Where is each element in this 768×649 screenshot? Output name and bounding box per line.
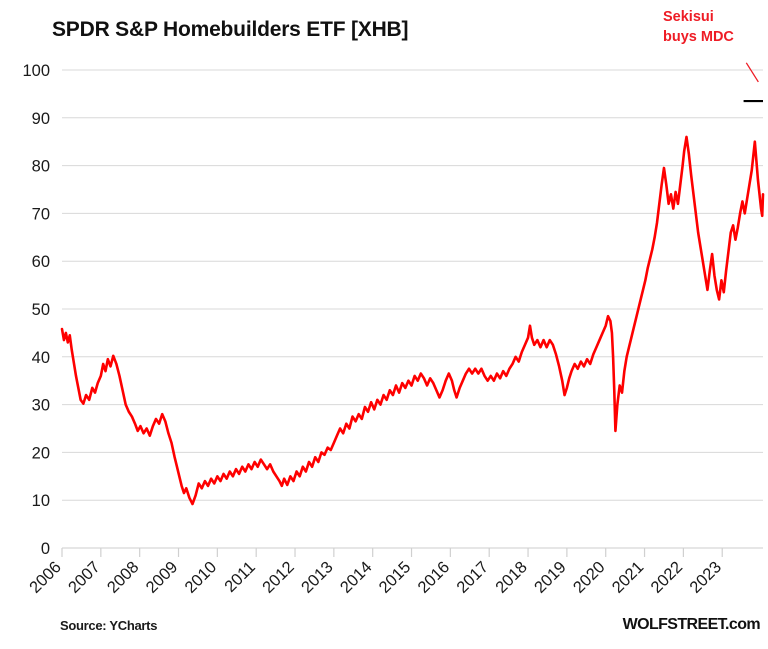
y-axis-tick-label: 90 xyxy=(32,110,50,128)
y-axis-tick-label: 50 xyxy=(32,301,50,319)
brand-label: WOLFSTREET.com xyxy=(622,616,761,633)
x-axis-tick-label: 2008 xyxy=(104,558,143,597)
x-axis-tick-label: 2012 xyxy=(259,558,298,597)
x-axis-tick-label: 2011 xyxy=(221,558,259,596)
annotation-line-1: Sekisui xyxy=(663,9,714,25)
y-axis-tick-label: 80 xyxy=(32,158,50,176)
y-axis-tick-label: 10 xyxy=(32,492,50,510)
x-axis-tick-label: 2006 xyxy=(26,558,65,597)
y-axis-tick-label: 70 xyxy=(32,205,50,223)
annotation-sekisui-buys-mdc: Sekisui buys MDC xyxy=(663,8,768,47)
x-axis-tick-label: 2014 xyxy=(337,558,376,597)
x-axis-tick-label: 2018 xyxy=(492,558,531,597)
source-label: Source: YCharts xyxy=(60,618,158,633)
page-title: SPDR S&P Homebuilders ETF [XHB] xyxy=(52,18,409,41)
x-axis-tick-label: 2015 xyxy=(376,558,415,597)
y-axis-tick-label: 100 xyxy=(22,62,50,80)
x-axis-tick-label: 2010 xyxy=(181,558,220,597)
annotation-line-2: buys MDC xyxy=(663,28,734,45)
x-axis-tick-label: 2016 xyxy=(415,558,454,597)
x-axis-tick-label: 2019 xyxy=(531,558,570,597)
annotation-pointer-line xyxy=(745,62,759,83)
y-axis-tick-label: 40 xyxy=(32,349,50,367)
y-axis-tick-label: 20 xyxy=(32,444,50,462)
y-axis-tick-label: 60 xyxy=(32,253,50,271)
x-axis-tick-label: 2020 xyxy=(570,558,609,597)
y-axis-tick-label: 0 xyxy=(41,540,50,558)
x-axis-tick-label: 2021 xyxy=(609,558,648,597)
data-line-series xyxy=(60,135,765,506)
y-axis-tick-label: 30 xyxy=(32,397,50,415)
x-axis-tick-label: 2017 xyxy=(453,558,492,597)
x-axis-tick-label: 2023 xyxy=(686,558,725,597)
x-axis-tick-label: 2009 xyxy=(143,558,182,597)
x-axis-tick-label: 2007 xyxy=(65,558,104,597)
x-axis-tick-label: 2022 xyxy=(648,558,687,597)
x-axis-tick-label: 2013 xyxy=(298,558,337,597)
